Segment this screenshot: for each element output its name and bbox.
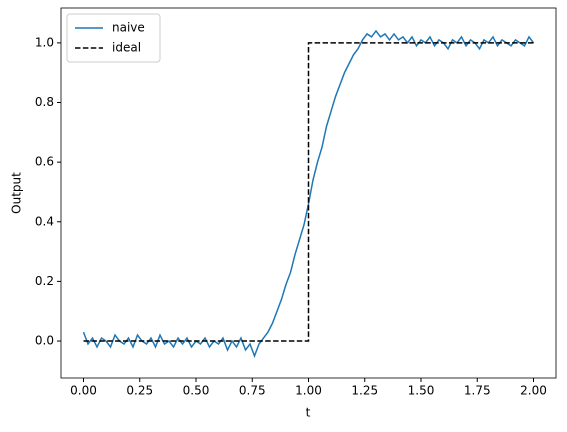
x-tick-label: 0.50: [183, 384, 210, 398]
x-axis-label: t: [306, 406, 311, 420]
legend-box: [66, 13, 161, 63]
y-axis-label: Output: [10, 172, 24, 214]
y-tick-label: 0.0: [35, 334, 54, 348]
x-tick-label: 0.75: [239, 384, 266, 398]
x-tick-label: 2.00: [520, 384, 547, 398]
x-tick-label: 1.50: [408, 384, 435, 398]
legend-label: ideal: [112, 41, 141, 55]
y-tick-label: 0.4: [35, 214, 54, 228]
y-tick-label: 0.6: [35, 155, 54, 169]
legend-label: naive: [112, 21, 145, 35]
line-series: [82, 29, 535, 359]
y-tick-label: 1.0: [35, 35, 54, 49]
y-tick-label: 0.8: [35, 95, 54, 109]
line-series: [83, 42, 534, 342]
x-tick-label: 0.00: [70, 384, 97, 398]
y-tick-label: 0.2: [35, 274, 54, 288]
x-tick-label: 1.25: [351, 384, 378, 398]
x-tick-label: 1.75: [464, 384, 491, 398]
x-tick-label: 1.00: [295, 384, 322, 398]
plot-frame: [60, 7, 557, 379]
x-tick-label: 0.25: [126, 384, 153, 398]
